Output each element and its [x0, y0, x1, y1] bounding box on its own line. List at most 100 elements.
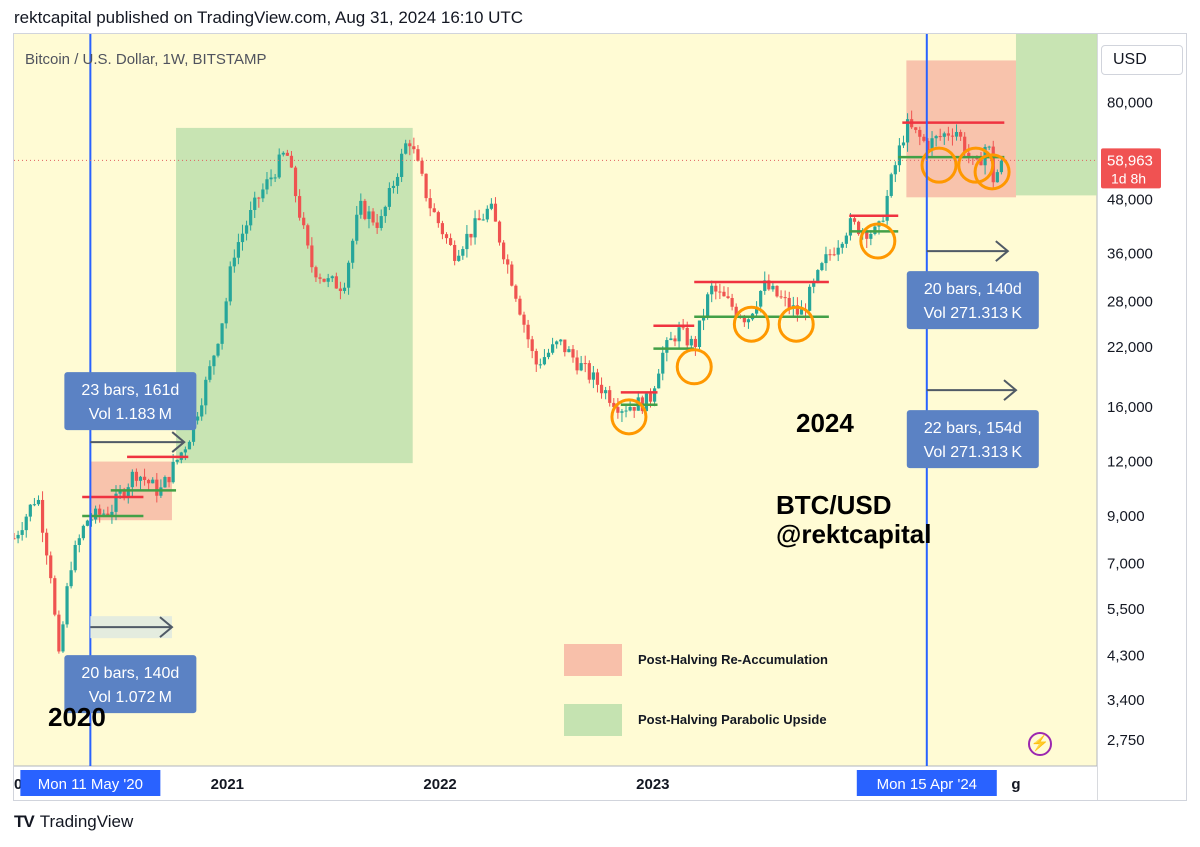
candle: [701, 308, 706, 331]
candle-body: [954, 131, 959, 137]
candle: [240, 224, 245, 251]
candle-body: [559, 339, 563, 342]
x-tick-label: 2023: [636, 776, 669, 793]
candle: [416, 145, 420, 162]
measure-arrow-head-0: [171, 431, 186, 453]
candle-body: [224, 301, 228, 324]
annotation-1: 2024: [796, 408, 854, 438]
parabolic-zone-3: [1015, 34, 1097, 196]
candle: [954, 124, 959, 141]
candle: [493, 197, 498, 222]
candle: [857, 220, 861, 236]
candle: [147, 478, 151, 491]
candle: [832, 247, 836, 257]
candle: [555, 340, 559, 349]
candle-body: [171, 461, 175, 483]
candle-body: [506, 259, 510, 265]
candle-body: [302, 217, 306, 226]
candle: [330, 275, 334, 283]
candle-body: [889, 174, 893, 196]
candle-body: [77, 538, 81, 546]
candle-body: [963, 136, 967, 153]
candle: [171, 454, 175, 484]
retest-circle: [973, 153, 1011, 191]
candle-body: [816, 270, 820, 282]
x-tick-label: 20: [14, 776, 22, 793]
candle-body: [281, 152, 285, 155]
chart-frame[interactable]: 23 bars, 161d Vol 1.183 M 20 bars, 140d Vol…: [13, 33, 1187, 801]
price-chart[interactable]: 23 bars, 161d Vol 1.183 M 20 bars, 140d Vol…: [14, 34, 1186, 800]
candle: [522, 311, 526, 333]
candle-body: [134, 471, 139, 481]
candle: [950, 128, 955, 146]
candle-body: [632, 406, 636, 411]
candle: [236, 233, 241, 265]
candle: [567, 346, 571, 353]
candle-body: [746, 319, 751, 323]
candle-body: [832, 254, 836, 256]
currency-button[interactable]: USD: [1101, 45, 1183, 75]
candle-body: [624, 410, 628, 412]
candle-body: [865, 230, 869, 239]
price-tag-value: 58,963: [1107, 152, 1153, 169]
legend-swatch: [564, 704, 622, 736]
symbol-title: Bitcoin / U.S. Dollar, 1W, BITSTAMP: [25, 51, 266, 68]
candle-body: [612, 402, 616, 408]
candle: [151, 477, 155, 484]
candle-body: [289, 155, 294, 168]
candle: [130, 469, 134, 497]
candle: [461, 246, 465, 260]
candle-body: [628, 406, 632, 411]
candle-body: [277, 154, 281, 178]
candle-body: [706, 294, 710, 317]
candle: [253, 191, 257, 219]
candle: [722, 286, 726, 297]
candle: [224, 297, 228, 329]
candle: [167, 476, 171, 488]
candle: [473, 210, 477, 245]
measure-arrow-head-3: [1003, 379, 1018, 401]
candle-body: [261, 189, 265, 199]
candle-body: [579, 363, 583, 371]
candle-body: [840, 243, 844, 248]
candle-body: [620, 411, 624, 413]
candle: [391, 180, 396, 194]
candle: [620, 408, 624, 422]
candle-body: [922, 136, 926, 141]
candle-body: [608, 390, 612, 403]
candle-body: [334, 276, 338, 289]
candle: [65, 582, 69, 628]
candle: [469, 233, 473, 246]
lightning-icon[interactable]: ⚡: [1028, 732, 1052, 756]
footer-brand: TradingView: [39, 812, 134, 831]
legend-swatch: [564, 644, 622, 676]
candle-body: [726, 296, 730, 299]
footer-logo[interactable]: TV TradingView: [14, 812, 133, 832]
candle: [591, 365, 595, 389]
candle: [710, 280, 714, 303]
candle: [85, 519, 90, 527]
candle-body: [665, 340, 669, 353]
halving-date-text: Mon 11 May '20: [38, 776, 143, 793]
y-tick-label: 2,750: [1107, 732, 1145, 749]
candle-body: [208, 366, 212, 380]
candle: [624, 403, 628, 418]
measure-label-bars: 20 bars, 140d: [924, 281, 1022, 298]
candle: [134, 468, 139, 487]
y-tick-label: 12,000: [1107, 454, 1153, 471]
y-tick-label: 80,000: [1107, 95, 1153, 112]
candle: [94, 505, 98, 524]
candle-body: [375, 222, 379, 228]
candle: [550, 337, 555, 355]
candle: [379, 209, 383, 231]
candle: [844, 232, 848, 248]
measure-arrow-head-1: [159, 616, 174, 638]
candle-body: [779, 296, 783, 298]
candle-body: [36, 499, 41, 505]
candle-body: [265, 179, 269, 190]
candle: [693, 336, 697, 356]
candle-body: [428, 198, 432, 209]
candle-body: [857, 221, 861, 235]
candle-body: [85, 520, 90, 526]
candle-body: [799, 309, 804, 315]
